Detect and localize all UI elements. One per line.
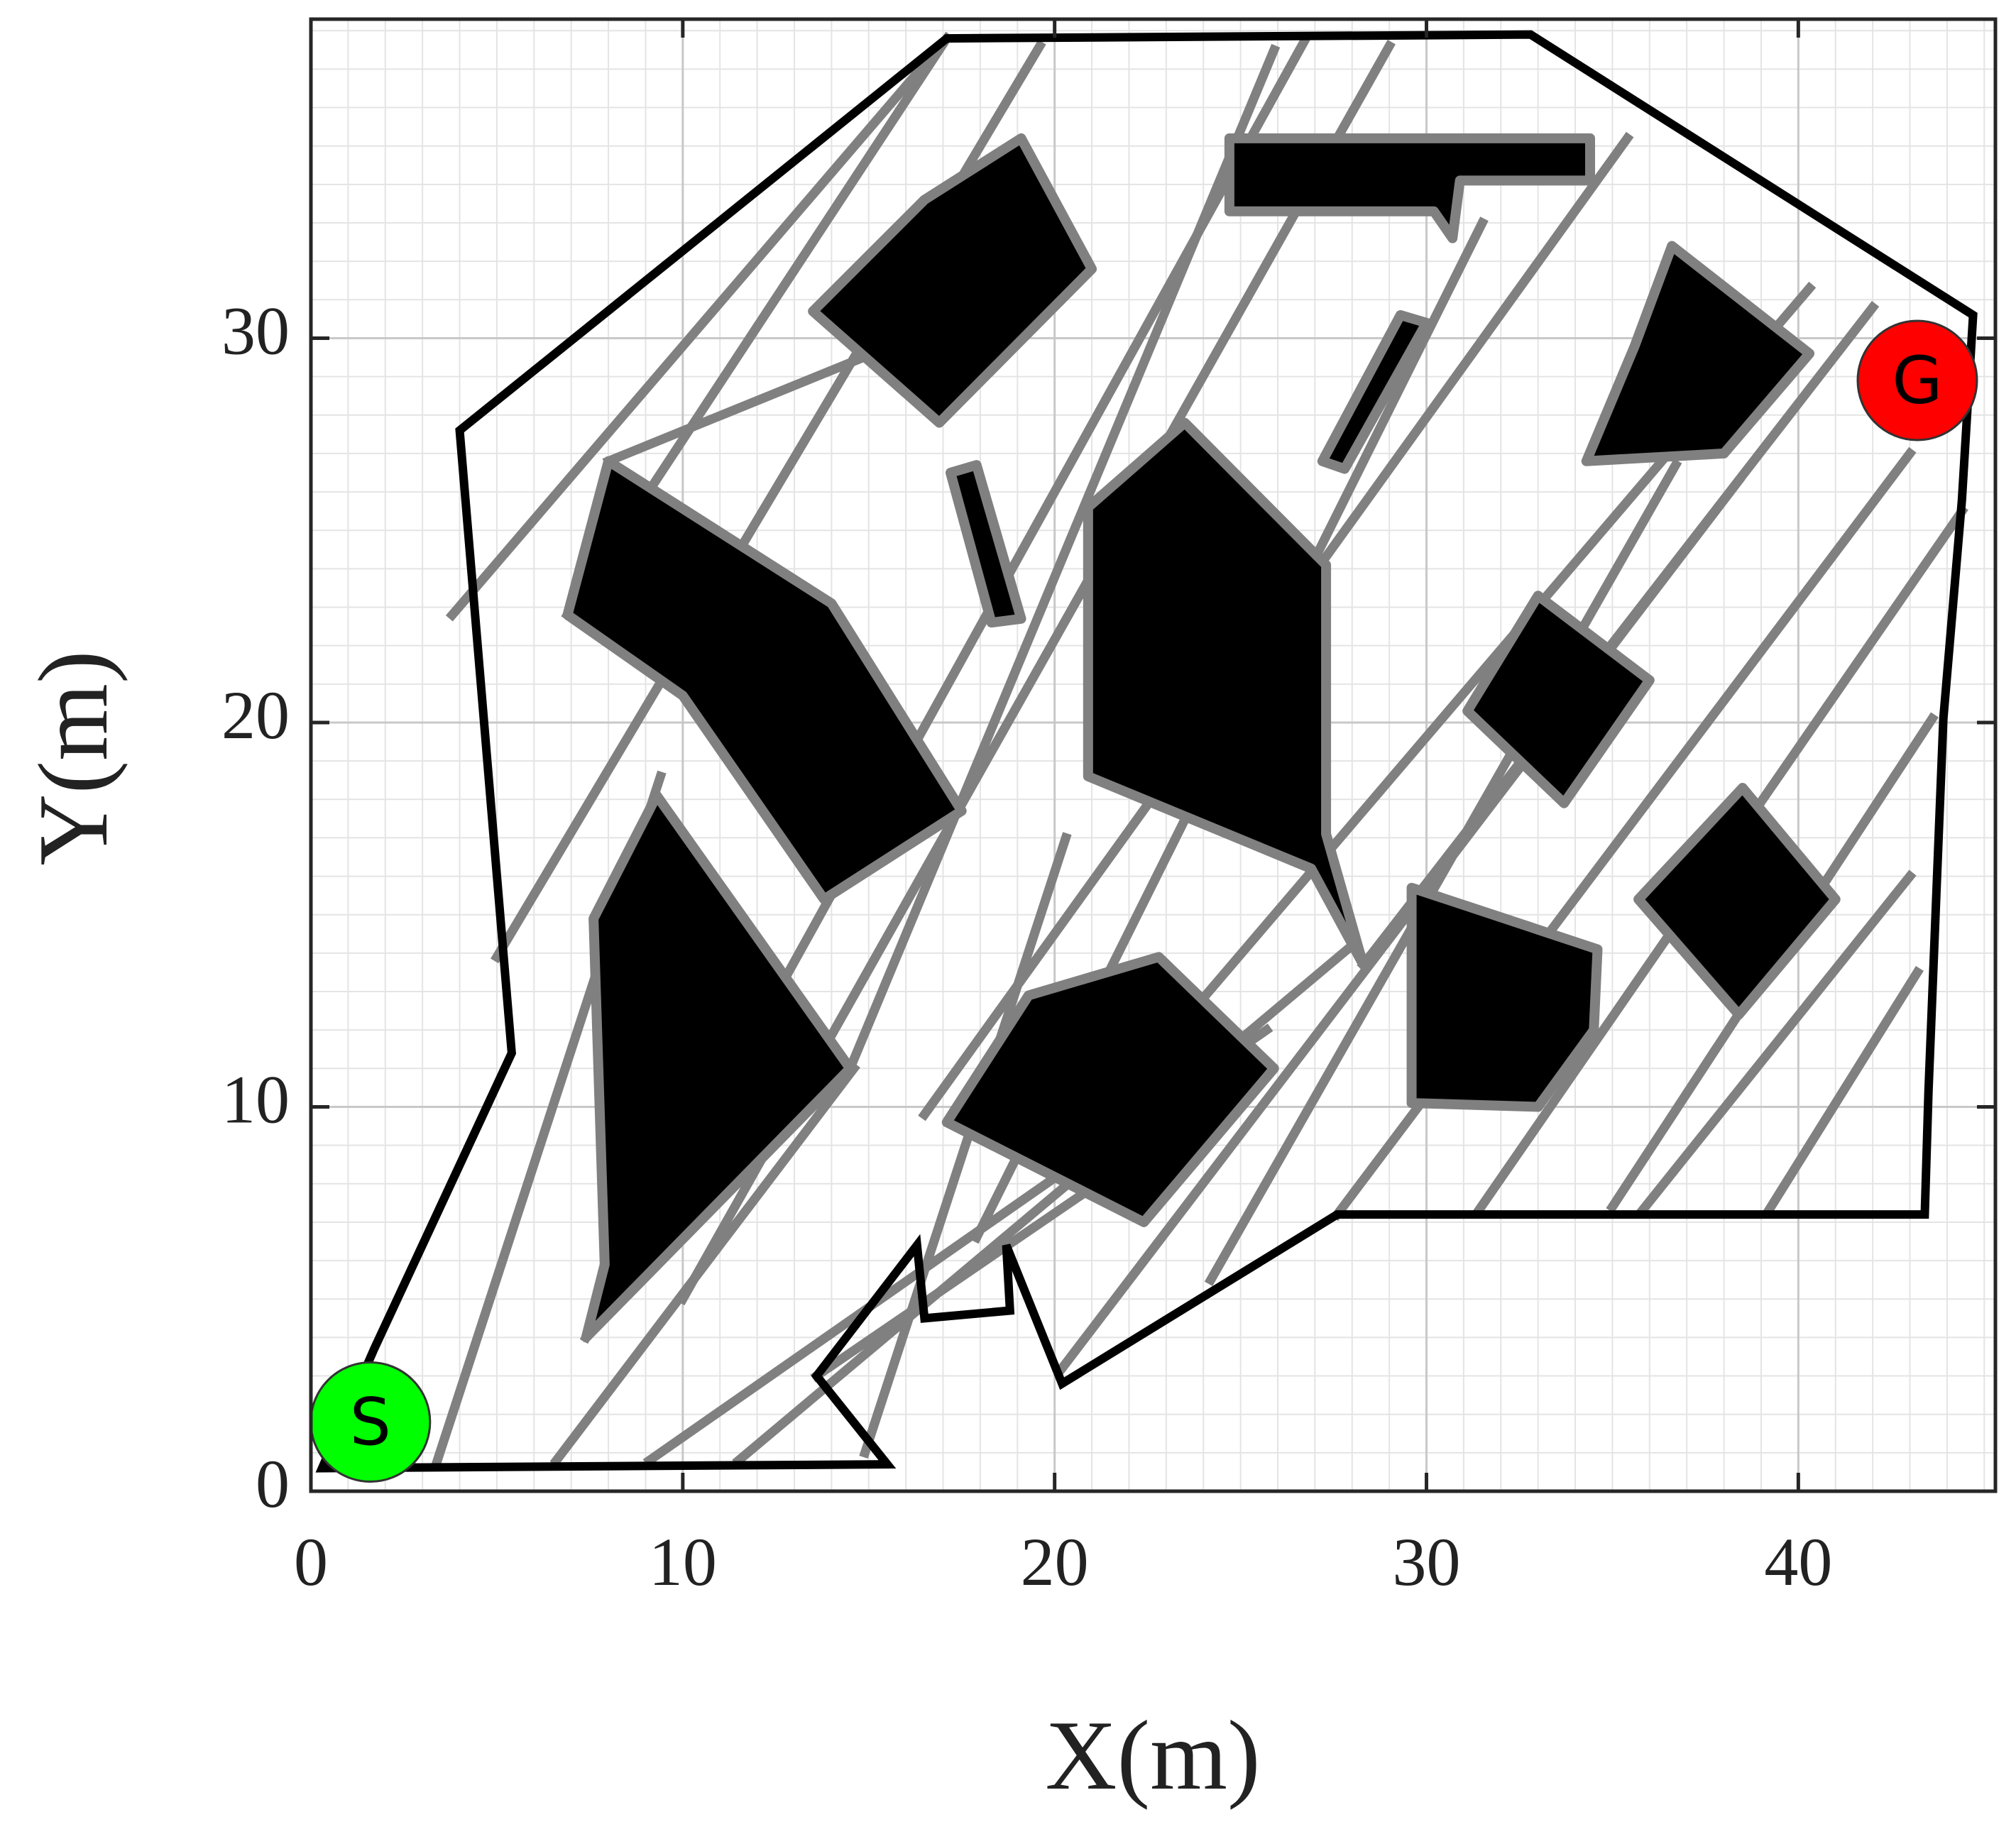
roadmap-edge: [445, 31, 953, 622]
obstacle: [1633, 783, 1841, 1020]
goal-marker: [1856, 319, 1978, 441]
obstacle: [1317, 309, 1432, 474]
y-axis-label: Y(m): [18, 650, 128, 865]
roadmap-edge: [1636, 869, 1917, 1217]
obstacle: [941, 952, 1279, 1227]
roadmap-edge: [1204, 459, 1682, 1287]
boundary: [315, 30, 1978, 1473]
obstacle: [1462, 591, 1655, 808]
roadmap-edge: [1357, 301, 1880, 972]
x-tick-label: 10: [649, 1524, 717, 1600]
obstacle: [581, 790, 855, 1343]
axes: 0 10 20 30 40 0 10 20 30: [221, 17, 1998, 1600]
plot-frame: [309, 17, 1998, 1493]
x-tick-label: 30: [1393, 1524, 1461, 1600]
roadmap-edge: [1762, 965, 1924, 1217]
roadmap-edge: [859, 832, 1072, 1459]
goal-label: G: [1892, 343, 1942, 419]
obstacle: [1083, 417, 1369, 970]
obstacle: [808, 133, 1097, 428]
y-tick-label: 30: [221, 292, 290, 368]
y-tick-label: 0: [256, 1446, 290, 1522]
obstacle: [1406, 882, 1603, 1112]
obstacle: [946, 460, 1026, 628]
roadmap-edge: [844, 43, 1281, 1075]
x-tick-label: 20: [1021, 1524, 1089, 1600]
obstacle: [1224, 133, 1596, 243]
x-tick-label: 0: [294, 1524, 328, 1600]
y-tick-label: 10: [221, 1062, 290, 1138]
obstacle: [562, 456, 967, 905]
start-label: S: [350, 1384, 391, 1460]
y-tick-label: 20: [221, 677, 290, 753]
x-tick-label: 40: [1764, 1524, 1832, 1600]
obstacle: [1581, 241, 1815, 466]
map: SG: [309, 30, 1978, 1483]
roadmap-edge: [732, 938, 1359, 1467]
x-axis-label: X(m): [1045, 1701, 1260, 1811]
